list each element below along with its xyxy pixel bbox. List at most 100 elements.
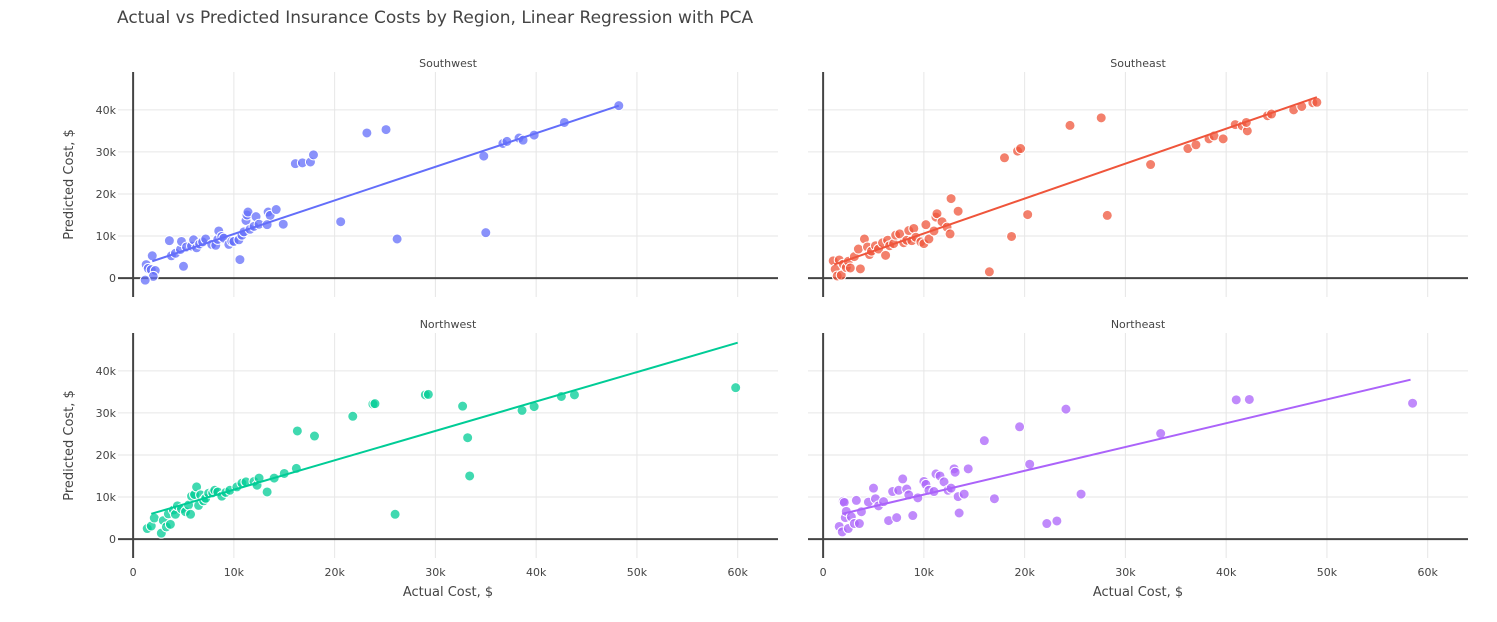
data-point — [1060, 403, 1072, 415]
data-point — [953, 507, 965, 519]
data-point — [380, 124, 392, 136]
data-point — [923, 233, 935, 245]
data-point — [291, 425, 303, 437]
x-tick-label: 20k — [1014, 566, 1035, 579]
y-axis-label: Predicted Cost, $ — [62, 129, 77, 240]
data-point — [464, 470, 476, 482]
data-point — [277, 218, 289, 230]
x-tick-label: 0 — [820, 566, 827, 579]
data-point — [1051, 515, 1063, 527]
data-point — [462, 432, 474, 444]
data-point — [307, 149, 319, 161]
data-point — [177, 260, 189, 272]
data-point — [369, 398, 381, 410]
x-tick-label: 60k — [1418, 566, 1439, 579]
data-point — [1145, 159, 1157, 171]
data-point — [1095, 112, 1107, 124]
y-tick-label: 30k — [96, 407, 117, 420]
x-tick-label: 0 — [130, 566, 137, 579]
x-tick-label: 20k — [324, 566, 345, 579]
x-tick-label: 50k — [627, 566, 648, 579]
data-point — [347, 410, 359, 422]
x-tick-label: 30k — [425, 566, 446, 579]
y-tick-label: 10k — [96, 230, 117, 243]
x-tick-label: 50k — [1317, 566, 1338, 579]
data-point — [457, 400, 469, 412]
data-point — [1407, 397, 1419, 409]
x-tick-label: 10k — [224, 566, 245, 579]
panel-title: Northeast — [1111, 318, 1166, 331]
data-point — [945, 193, 957, 205]
regression-line — [151, 104, 620, 263]
y-tick-label: 40k — [96, 104, 117, 117]
data-point — [234, 254, 246, 266]
regression-line — [842, 378, 1411, 515]
regression-line — [150, 341, 738, 515]
regression-line — [833, 96, 1318, 266]
data-point — [242, 206, 254, 218]
y-tick-label: 10k — [96, 491, 117, 504]
data-point — [148, 512, 160, 524]
y-axis-label: Predicted Cost, $ — [62, 390, 77, 501]
data-point — [998, 152, 1010, 164]
chart-title: Actual vs Predicted Insurance Costs by R… — [117, 8, 754, 28]
data-point — [480, 227, 492, 239]
data-point — [308, 430, 320, 442]
y-tick-label: 20k — [96, 449, 117, 462]
data-point — [852, 243, 864, 255]
data-point — [163, 235, 175, 247]
data-point — [1101, 209, 1113, 221]
x-tick-label: 40k — [1216, 566, 1237, 579]
data-point — [1243, 393, 1255, 405]
x-tick-label: 30k — [1115, 566, 1136, 579]
x-tick-label: 10k — [914, 566, 935, 579]
data-point — [867, 482, 879, 494]
data-point — [1041, 518, 1053, 530]
panel-southeast: Southeast — [808, 57, 1468, 297]
panel-northeast: Northeast 0 10k 20k 30k 40k 50k 60k Actual Cost,… — [808, 318, 1468, 600]
x-axis-label: Actual Cost, $ — [403, 585, 493, 600]
data-point — [270, 204, 282, 216]
data-point — [931, 208, 943, 220]
panel-title: Northwest — [420, 318, 477, 331]
data-point — [164, 518, 176, 530]
data-point — [949, 466, 961, 478]
data-point — [1075, 488, 1087, 500]
data-point — [891, 512, 903, 524]
data-point — [844, 262, 856, 274]
x-tick-label: 60k — [728, 566, 749, 579]
data-point — [335, 216, 347, 228]
y-tick-label: 0 — [109, 533, 116, 546]
data-point — [962, 463, 974, 475]
data-point — [958, 488, 970, 500]
data-point — [978, 435, 990, 447]
data-point — [389, 508, 401, 520]
data-point — [838, 496, 850, 508]
data-point — [988, 493, 1000, 505]
data-point — [1217, 133, 1229, 145]
data-point — [952, 205, 964, 217]
y-tick-label: 40k — [96, 365, 117, 378]
data-point — [1024, 458, 1036, 470]
y-tick-label: 0 — [109, 272, 116, 285]
data-point — [1022, 209, 1034, 221]
data-point — [908, 222, 920, 234]
data-point — [422, 388, 434, 400]
panel-northwest: Northwest 0 10k 20k 30k 40k Predicted Cost, $ 0… — [62, 318, 778, 600]
data-point — [853, 518, 865, 530]
data-point — [907, 510, 919, 522]
data-point — [261, 486, 273, 498]
data-point — [983, 266, 995, 278]
data-point — [850, 494, 862, 506]
data-point — [361, 127, 373, 139]
data-point — [835, 269, 847, 281]
y-tick-label: 30k — [96, 146, 117, 159]
panel-southwest: Southwest 0 10k 20k 30k 40k Predicted Cost, $ — [62, 57, 778, 297]
panel-title: Southeast — [1110, 57, 1166, 70]
data-point — [880, 249, 892, 261]
y-tick-label: 20k — [96, 188, 117, 201]
data-point — [1064, 119, 1076, 131]
data-point — [391, 233, 403, 245]
panel-title: Southwest — [419, 57, 477, 70]
